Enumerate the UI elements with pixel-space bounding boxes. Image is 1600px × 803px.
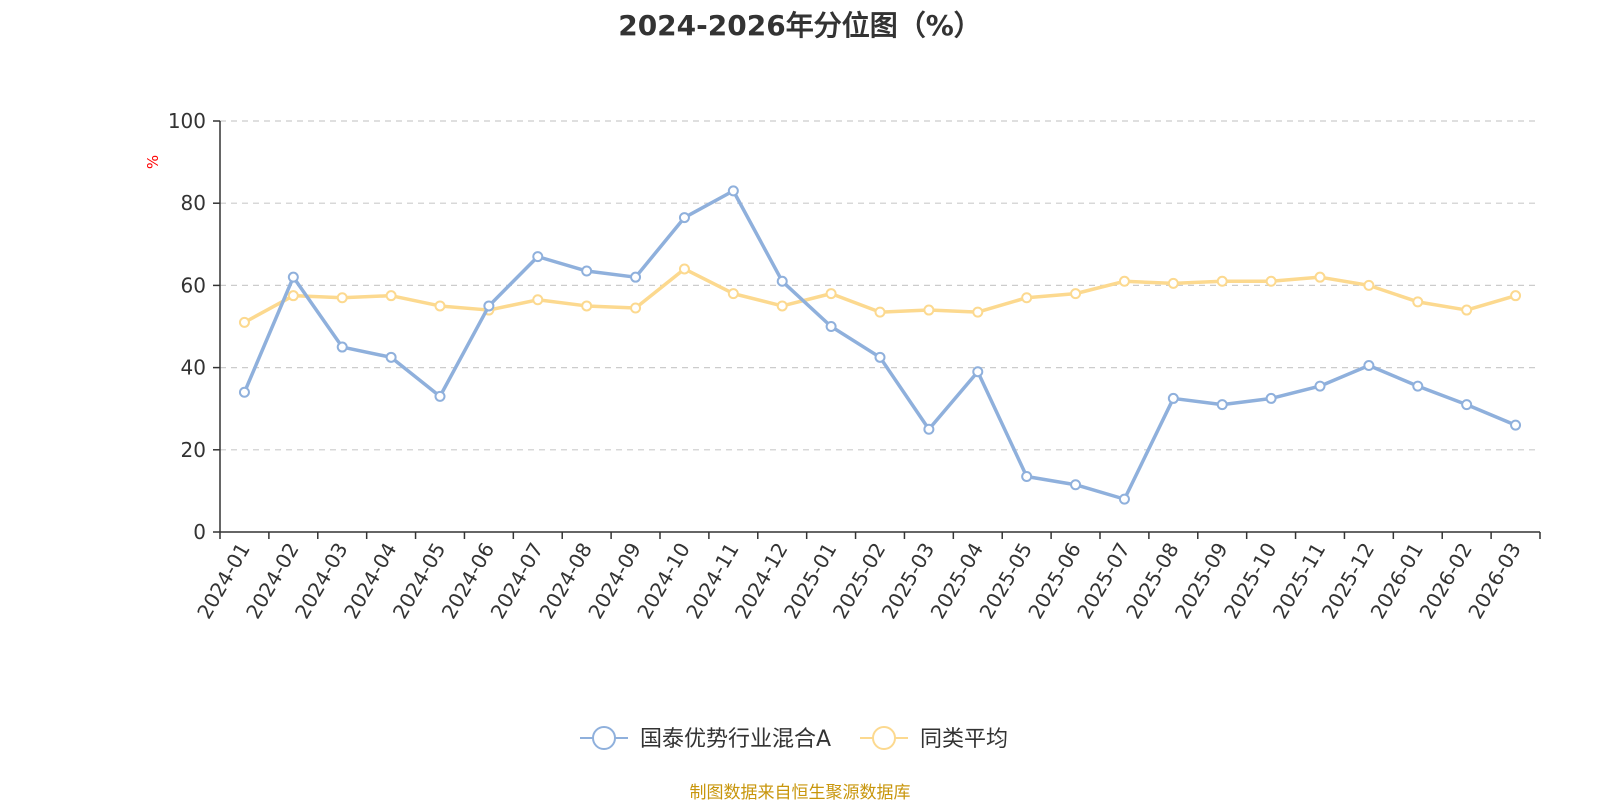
data-point[interactable] — [581, 265, 593, 277]
series-layer — [238, 185, 1522, 505]
data-point[interactable] — [1118, 275, 1130, 287]
axes: 0204060801002024-012024-022024-032024-04… — [168, 109, 1541, 623]
data-point[interactable] — [1216, 399, 1228, 411]
y-tick-label: 40 — [181, 356, 206, 380]
data-point[interactable] — [923, 423, 935, 435]
data-point[interactable] — [727, 288, 739, 300]
data-point[interactable] — [1167, 277, 1179, 289]
data-point[interactable] — [776, 275, 788, 287]
legend-item-1[interactable]: 同类平均 — [860, 726, 1008, 752]
series-line — [242, 189, 1517, 501]
data-point[interactable] — [238, 386, 250, 398]
data-point[interactable] — [1314, 271, 1326, 283]
data-point[interactable] — [874, 351, 886, 363]
data-point[interactable] — [1363, 360, 1375, 372]
y-tick-label: 80 — [181, 191, 206, 215]
data-point[interactable] — [1510, 290, 1522, 302]
legend-item-0[interactable]: 国泰优势行业混合A — [580, 726, 831, 752]
data-point[interactable] — [630, 302, 642, 314]
data-point[interactable] — [1167, 392, 1179, 404]
data-point[interactable] — [434, 300, 446, 312]
data-point[interactable] — [630, 271, 642, 283]
data-point[interactable] — [532, 294, 544, 306]
data-point[interactable] — [483, 300, 495, 312]
y-tick-label: 60 — [181, 273, 206, 297]
data-point[interactable] — [1412, 380, 1424, 392]
y-axis-unit-label: % — [144, 155, 162, 169]
data-point[interactable] — [1070, 288, 1082, 300]
legend-label: 国泰优势行业混合A — [640, 727, 831, 752]
data-point[interactable] — [287, 290, 299, 302]
series-1 — [238, 263, 1522, 328]
data-point[interactable] — [1314, 380, 1326, 392]
data-point[interactable] — [1265, 275, 1277, 287]
data-point[interactable] — [287, 271, 299, 283]
data-point[interactable] — [923, 304, 935, 316]
legend-marker-icon — [872, 726, 896, 750]
data-point[interactable] — [385, 290, 397, 302]
data-point[interactable] — [238, 316, 250, 328]
data-point[interactable] — [776, 300, 788, 312]
data-point[interactable] — [1265, 392, 1277, 404]
series-0 — [238, 185, 1522, 505]
data-point[interactable] — [1021, 471, 1033, 483]
data-point[interactable] — [1021, 292, 1033, 304]
data-point[interactable] — [1363, 279, 1375, 291]
grid-lines — [220, 120, 1540, 451]
chart-title: 2024-2026年分位图（%） — [618, 9, 982, 42]
data-point[interactable] — [1461, 399, 1473, 411]
data-source-note: 制图数据来自恒生聚源数据库 — [689, 783, 911, 803]
data-point[interactable] — [385, 351, 397, 363]
data-point[interactable] — [972, 306, 984, 318]
data-point[interactable] — [1216, 275, 1228, 287]
data-point[interactable] — [825, 288, 837, 300]
y-tick-label: 20 — [181, 438, 206, 462]
legend-label: 同类平均 — [920, 727, 1008, 752]
data-point[interactable] — [972, 366, 984, 378]
data-point[interactable] — [874, 306, 886, 318]
data-point[interactable] — [1118, 493, 1130, 505]
data-point[interactable] — [727, 185, 739, 197]
legend: 国泰优势行业混合A 同类平均 — [580, 726, 1008, 752]
data-point[interactable] — [336, 341, 348, 353]
data-point[interactable] — [434, 390, 446, 402]
data-point[interactable] — [1070, 479, 1082, 491]
data-point[interactable] — [678, 212, 690, 224]
data-point[interactable] — [1510, 419, 1522, 431]
data-point[interactable] — [825, 321, 837, 332]
data-point[interactable] — [1461, 304, 1473, 316]
legend-marker-icon — [592, 726, 616, 750]
y-tick-label: 0 — [193, 520, 206, 544]
data-point[interactable] — [581, 300, 593, 312]
data-point[interactable] — [1412, 296, 1424, 308]
y-tick-label: 100 — [168, 109, 206, 133]
data-point[interactable] — [678, 263, 690, 275]
data-point[interactable] — [532, 251, 544, 263]
data-point[interactable] — [336, 292, 348, 304]
